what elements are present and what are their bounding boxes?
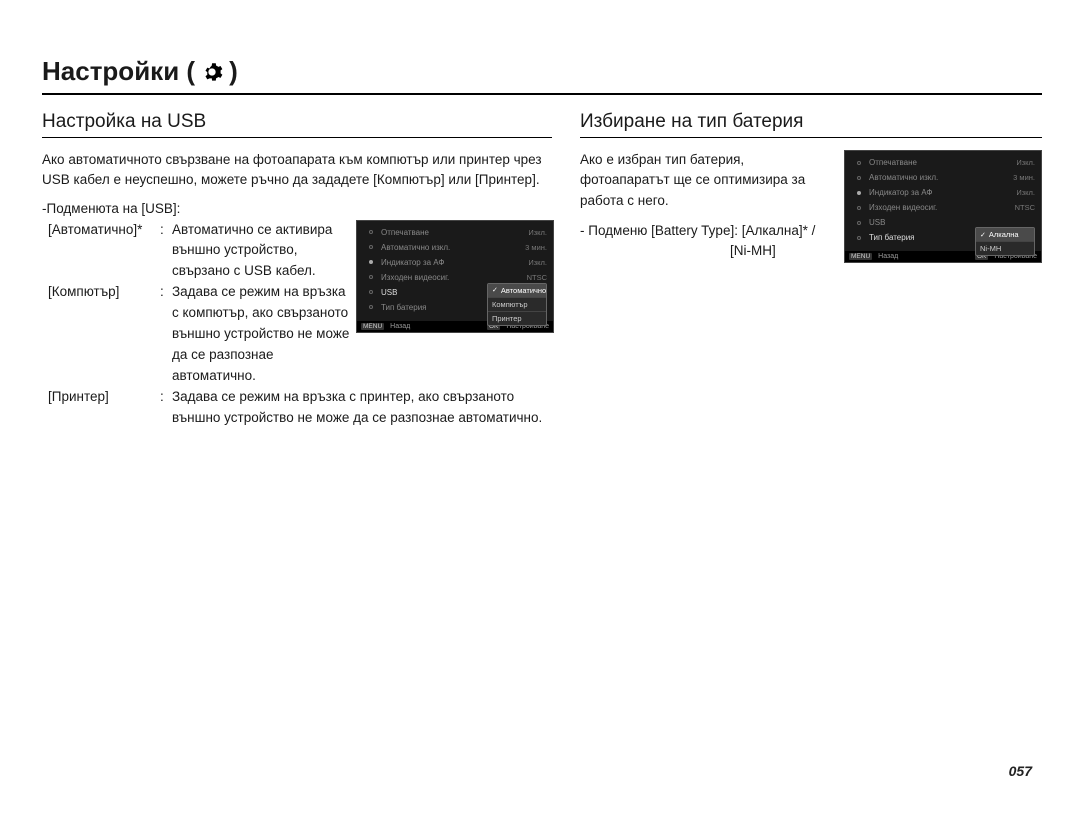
menu-item-label: Отпечатване [867, 158, 1016, 167]
popup-item: Компютър [488, 298, 546, 312]
popup-label: Ni-MH [980, 244, 1001, 253]
def-term: [Автоматично]* [42, 220, 160, 283]
menu-item-value: NTSC [527, 273, 547, 282]
menu-item-value: Изкл. [528, 258, 547, 267]
page-title: Настройки ( ) [42, 56, 1042, 95]
menu-item-label: Индикатор за АФ [379, 258, 528, 267]
menu-item-label: Индикатор за АФ [867, 188, 1016, 197]
page-number: 057 [1009, 763, 1032, 779]
usb-intro: Ако автоматичното свързване на фотоапара… [42, 150, 552, 191]
menu-item-label: Отпечатване [379, 228, 528, 237]
menu-item-value: 3 мин. [525, 243, 547, 252]
check-icon: ✓ [492, 286, 498, 294]
def-row: [Принтер] : Задава се режим на връзка с … [42, 387, 552, 429]
footer-back: Назад [878, 253, 898, 260]
menu-item-label: USB [867, 218, 1035, 227]
title-suffix: ) [229, 56, 238, 87]
menu-item-value: Изкл. [528, 228, 547, 237]
popup-label: Алкална [989, 230, 1019, 239]
battery-popup: ✓Алкална Ni-MH [975, 227, 1035, 256]
right-column: Избиране на тип батерия Ако е избран тип… [580, 111, 1042, 429]
popup-item: ✓Автоматично [488, 284, 546, 298]
popup-label: Компютър [492, 300, 528, 309]
usb-heading: Настройка на USB [42, 111, 552, 138]
menu-item-label: Автоматично изкл. [867, 173, 1013, 182]
def-term: [Принтер] [42, 387, 160, 429]
menu-item-value: NTSC [1015, 203, 1035, 212]
def-desc: Задава се режим на връзка с принтер, ако… [172, 387, 552, 429]
menu-key-icon: MENU [849, 253, 872, 260]
popup-item: Ni-MH [976, 242, 1034, 255]
usb-screenshot: ОтпечатванеИзкл. Автоматично изкл.3 мин.… [356, 220, 554, 333]
check-icon: ✓ [980, 231, 986, 239]
menu-item-label: Изходен видеосиг. [867, 203, 1015, 212]
def-term: [Компютър] [42, 282, 160, 387]
battery-intro: Ако е избран тип батерия, фотоапаратът щ… [580, 150, 832, 211]
usb-sublabel: -Подменюта на [USB]: [42, 201, 552, 216]
left-column: Настройка на USB Ако автоматичното свърз… [42, 111, 552, 429]
usb-popup: ✓Автоматично Компютър Принтер [487, 283, 547, 326]
popup-label: Принтер [492, 314, 522, 323]
menu-item-value: 3 мин. [1013, 173, 1035, 182]
title-prefix: Настройки ( [42, 56, 195, 87]
def-colon: : [160, 282, 172, 387]
battery-subline1: - Подменю [Battery Type]: [Алкална]* / [580, 221, 832, 241]
battery-heading: Избиране на тип батерия [580, 111, 1042, 138]
menu-item-label: Изходен видеосиг. [379, 273, 527, 282]
menu-item-value: Изкл. [1016, 158, 1035, 167]
popup-item: Принтер [488, 312, 546, 325]
popup-item: ✓Алкална [976, 228, 1034, 242]
footer-back: Назад [390, 323, 410, 330]
battery-subline2: [Ni-MH] [580, 241, 832, 261]
gear-icon [201, 61, 223, 83]
menu-key-icon: MENU [361, 323, 384, 330]
usb-definitions-block: [Автоматично]* : Автоматично се активира… [42, 220, 552, 429]
menu-item-value: Изкл. [1016, 188, 1035, 197]
def-colon: : [160, 220, 172, 283]
def-colon: : [160, 387, 172, 429]
menu-item-label: Автоматично изкл. [379, 243, 525, 252]
popup-label: Автоматично [501, 286, 546, 295]
battery-screenshot: ОтпечатванеИзкл. Автоматично изкл.3 мин.… [844, 150, 1042, 263]
